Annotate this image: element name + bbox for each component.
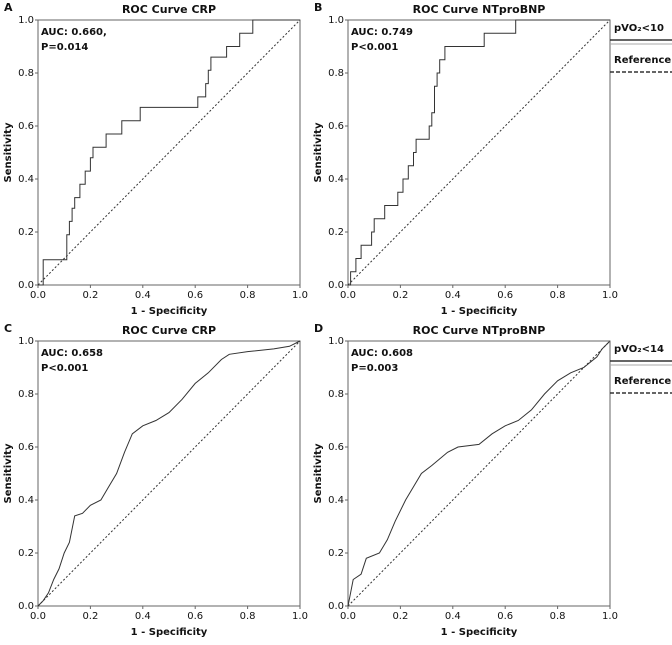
x-tick-label: 0.6: [497, 290, 513, 301]
x-tick-label: 0.8: [550, 611, 566, 622]
y-tick-label: 0.2: [18, 227, 34, 238]
chart-title: ROC Curve NTproBNP: [413, 3, 546, 16]
y-tick-label: 0.4: [18, 174, 34, 185]
y-tick-label: 0.0: [18, 280, 34, 291]
annotation: AUC: 0.658: [41, 348, 103, 359]
y-tick-label: 0.2: [328, 227, 344, 238]
y-tick-label: 0.6: [18, 121, 34, 132]
roc-curve: [38, 19, 300, 286]
annotation: AUC: 0.660,: [41, 27, 107, 38]
x-tick-label: 0.6: [497, 611, 513, 622]
x-tick-label: 0.8: [550, 290, 566, 301]
reference-line: [347, 340, 611, 607]
y-tick-label: 1.0: [18, 336, 34, 347]
plot-frame: [347, 19, 611, 286]
roc-curve: [347, 340, 611, 607]
y-tick-label: 0.8: [328, 389, 344, 400]
y-axis-label: Sensitivity: [3, 122, 14, 182]
plot-frame: [37, 340, 301, 607]
x-tick-label: 0.6: [187, 611, 203, 622]
y-tick-label: 0.6: [328, 121, 344, 132]
y-tick-label: 1.0: [18, 15, 34, 26]
y-tick-label: 1.0: [328, 15, 344, 26]
y-axis-label: Sensitivity: [313, 443, 324, 503]
y-tick-label: 0.0: [328, 601, 344, 612]
annotation: P<0.001: [351, 42, 398, 53]
panel-letter: C: [4, 322, 12, 335]
x-tick-label: 0.4: [135, 290, 151, 301]
x-axis-label: 1 - Specificity: [441, 627, 518, 638]
roc-curve: [37, 340, 301, 607]
reference-line: [37, 19, 301, 286]
chart-title: ROC Curve CRP: [122, 3, 216, 16]
y-tick-label: 1.0: [328, 336, 344, 347]
y-tick-label: 0.4: [328, 495, 344, 506]
y-tick-label: 0.0: [328, 280, 344, 291]
legend-label: pVO₂<10: [614, 23, 664, 34]
x-tick-label: 0.8: [240, 611, 256, 622]
x-axis-label: 1 - Specificity: [441, 306, 518, 317]
y-tick-label: 0.8: [18, 68, 34, 79]
x-tick-label: 0.2: [392, 611, 408, 622]
y-tick-label: 0.0: [18, 601, 34, 612]
x-tick-label: 0.2: [82, 290, 98, 301]
annotation: AUC: 0.749: [351, 27, 413, 38]
x-tick-label: 0.0: [30, 290, 46, 301]
reference-line: [347, 19, 611, 286]
y-axis-label: Sensitivity: [3, 443, 14, 503]
x-tick-label: 0.4: [135, 611, 151, 622]
x-tick-label: 0.0: [340, 290, 356, 301]
x-tick-label: 0.8: [240, 290, 256, 301]
x-tick-label: 0.2: [392, 290, 408, 301]
y-tick-label: 0.4: [18, 495, 34, 506]
y-tick-label: 0.8: [18, 389, 34, 400]
x-tick-label: 1.0: [602, 290, 618, 301]
y-tick-label: 0.4: [328, 174, 344, 185]
legend-label: pVO₂<14: [614, 344, 664, 355]
plot-frame: [37, 19, 301, 286]
y-tick-label: 0.6: [328, 442, 344, 453]
x-tick-label: 0.2: [82, 611, 98, 622]
panel-letter: D: [314, 322, 323, 335]
x-tick-label: 1.0: [292, 290, 308, 301]
chart-title: ROC Curve CRP: [122, 324, 216, 337]
roc-curve: [348, 19, 610, 286]
x-axis-label: 1 - Specificity: [131, 306, 208, 317]
legend-label: Reference: [614, 55, 671, 66]
y-tick-label: 0.6: [18, 442, 34, 453]
annotation: P=0.014: [41, 42, 88, 53]
x-tick-label: 0.6: [187, 290, 203, 301]
x-tick-label: 1.0: [292, 611, 308, 622]
y-tick-label: 0.8: [328, 68, 344, 79]
x-tick-label: 0.4: [445, 290, 461, 301]
annotation: P=0.003: [351, 363, 398, 374]
panel-letter: B: [314, 1, 322, 14]
y-tick-label: 0.2: [18, 548, 34, 559]
annotation: P<0.001: [41, 363, 88, 374]
reference-line: [37, 340, 301, 607]
annotation: AUC: 0.608: [351, 348, 413, 359]
legend-label: Reference: [614, 376, 671, 387]
y-tick-label: 0.2: [328, 548, 344, 559]
x-axis-label: 1 - Specificity: [131, 627, 208, 638]
y-axis-label: Sensitivity: [313, 122, 324, 182]
panel-letter: A: [4, 1, 13, 14]
x-tick-label: 0.0: [340, 611, 356, 622]
x-tick-label: 1.0: [602, 611, 618, 622]
chart-title: ROC Curve NTproBNP: [413, 324, 546, 337]
plot-frame: [347, 340, 611, 607]
x-tick-label: 0.4: [445, 611, 461, 622]
x-tick-label: 0.0: [30, 611, 46, 622]
